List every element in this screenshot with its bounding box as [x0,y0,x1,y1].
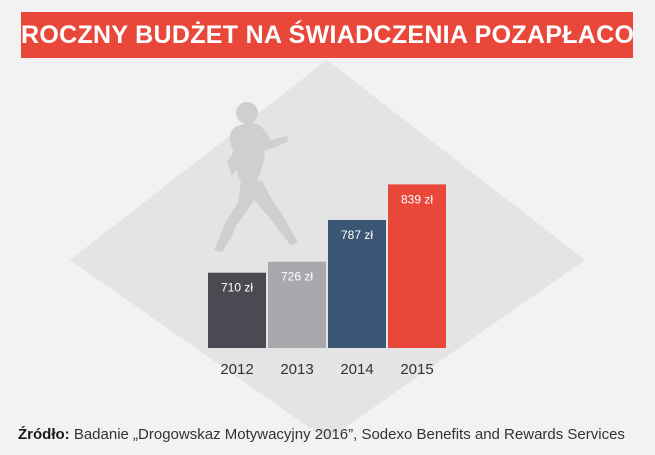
x-tick-label-2014: 2014 [340,361,373,378]
bars-layer [208,184,446,348]
value-label-2013: 726 zł [281,270,313,284]
value-labels-layer: 710 zł 726 zł 787 zł 839 zł [221,192,433,294]
source-line: Źródło: Badanie „Drogowskaz Motywacyjny … [18,426,648,443]
page-title: ROCZNY BUDŻET NA ŚWIADCZENIA POZAPŁACOWE [21,12,633,58]
source-text: Badanie „Drogowskaz Motywacyjny 2016”, S… [69,426,625,443]
source-label: Źródło: [18,426,70,443]
bar-2014 [328,219,386,348]
value-label-2014: 787 zł [341,228,373,242]
bar-2013 [268,261,326,348]
x-tick-label-2015: 2015 [400,361,433,378]
bar-2015 [388,184,446,348]
bar-2012 [208,272,266,348]
x-tick-labels-layer: 2012 2013 2014 2015 [220,361,433,378]
background-diamond [70,60,585,440]
value-label-2015: 839 zł [401,192,433,206]
value-label-2012: 710 zł [221,281,253,295]
x-tick-label-2013: 2013 [280,361,313,378]
x-tick-label-2012: 2012 [220,361,253,378]
walking-man-icon [214,102,298,252]
